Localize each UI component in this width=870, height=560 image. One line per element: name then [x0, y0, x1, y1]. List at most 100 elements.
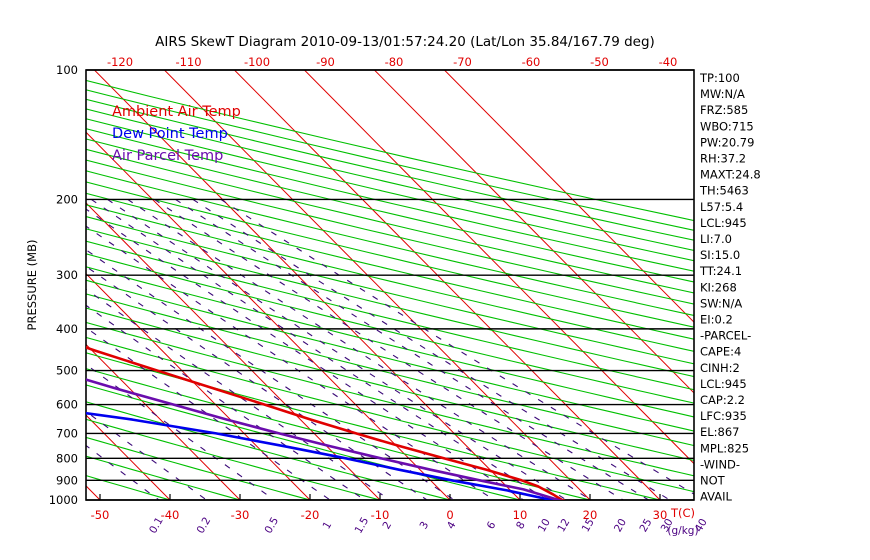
- parameter-readout: TT:24.1: [699, 264, 742, 278]
- parameter-readout: TP:100: [699, 71, 740, 85]
- svg-text:0.2: 0.2: [195, 515, 214, 535]
- svg-text:0.5: 0.5: [262, 515, 281, 535]
- parameter-readout: FRZ:585: [700, 103, 748, 117]
- parameter-readout: KI:268: [700, 280, 737, 294]
- svg-text:1.5: 1.5: [353, 515, 372, 535]
- dry-adiabat: [86, 455, 241, 500]
- dry-adiabat: [86, 228, 694, 378]
- svg-text:12: 12: [555, 517, 572, 535]
- dry-adiabat: [86, 128, 694, 272]
- dry-adiabat: [86, 436, 311, 500]
- dry-adiabat: [86, 159, 694, 305]
- parameter-readout: PW:20.79: [700, 135, 754, 149]
- mixing-ratio-tick-label: 0.2: [195, 515, 214, 535]
- mixing-ratio-tick-label: 0.5: [262, 515, 281, 535]
- parameter-readout: NOT: [700, 474, 726, 488]
- mixing-ratio-line: [86, 208, 524, 500]
- mixing-ratio-tick-label: 3: [418, 520, 432, 532]
- pressure-tick-label: 500: [56, 364, 78, 378]
- svg-text:25: 25: [637, 517, 654, 535]
- pressure-tick-label: 100: [56, 63, 78, 77]
- svg-text:30: 30: [659, 517, 676, 535]
- parameter-readout: SW:N/A: [700, 296, 742, 310]
- data-curves: [86, 346, 566, 500]
- pressure-tick-label: 600: [56, 398, 78, 412]
- parameter-readout: RH:37.2: [700, 152, 746, 166]
- isotherm: [86, 202, 381, 500]
- dry-adiabat: [86, 321, 694, 477]
- bottom-temp-tick-label: 10: [513, 508, 528, 522]
- dry-adiabat: [86, 307, 694, 462]
- dry-adiabat: [86, 384, 521, 500]
- svg-text:8: 8: [514, 520, 528, 532]
- mixing-ratio-tick-label: 20: [612, 517, 629, 535]
- svg-text:2: 2: [380, 520, 394, 532]
- parameter-readout: EL:867: [700, 425, 740, 439]
- pressure-tick-label: 400: [56, 322, 78, 336]
- series-ambient-air-temp: [86, 346, 566, 500]
- isotherm: [86, 485, 101, 500]
- isotherm: [86, 131, 451, 500]
- mixing-ratio-tick-label: 1: [321, 520, 335, 532]
- parameter-readout: CAP:2.2: [700, 393, 745, 407]
- top-temp-tick-label: -40: [659, 55, 678, 69]
- parameter-readout: LFC:935: [700, 409, 747, 423]
- top-temp-tick-label: -80: [385, 55, 404, 69]
- parameter-readout: LCL:945: [700, 377, 747, 391]
- top-temp-tick-label: -70: [453, 55, 472, 69]
- mixing-ratio-tick-label: 40: [693, 517, 710, 535]
- dry-adiabat: [86, 204, 694, 352]
- svg-text:6: 6: [485, 519, 499, 531]
- pressure-tick-label: 700: [56, 426, 78, 440]
- svg-text:10: 10: [536, 517, 553, 535]
- page-title: AIRS SkewT Diagram 2010-09-13/01:57:24.2…: [155, 34, 655, 50]
- mixing-ratio-tick-label: 12: [555, 517, 572, 535]
- bottom-temp-tick-label: 30: [653, 508, 668, 522]
- top-temp-tick-label: -120: [107, 55, 133, 69]
- mixing-ratio-line: [86, 444, 160, 500]
- parameter-readout: AVAIL: [700, 490, 733, 504]
- bottom-temp-tick-label: -30: [231, 508, 250, 522]
- mixing-ratio-tick-label: 8: [514, 520, 528, 532]
- isotherm: [86, 414, 171, 500]
- mixing-ratio-line: [107, 198, 567, 500]
- bottom-temp-tick-label: -10: [371, 508, 390, 522]
- dry-adiabat: [86, 253, 694, 404]
- top-temp-tick-label: -100: [244, 55, 270, 69]
- bottom-temp-tick-label: 20: [583, 508, 598, 522]
- top-temp-tick-label: -60: [522, 55, 541, 69]
- parameter-readout: -PARCEL-: [700, 329, 751, 343]
- isotherm: [304, 70, 694, 465]
- mixing-ratio-line: [154, 198, 624, 500]
- mixing-ratio-line: [86, 304, 365, 500]
- isotherm: [86, 272, 311, 500]
- bottom-temp-tick-label: -20: [301, 508, 320, 522]
- top-temp-tick-label: -110: [175, 55, 201, 69]
- mixing-ratio-line: [86, 265, 428, 500]
- dry-adiabat: [86, 279, 694, 432]
- series-dew-point-temp: [86, 411, 558, 500]
- pressure-tick-label: 300: [56, 268, 78, 282]
- dry-adiabat: [86, 266, 694, 418]
- svg-text:20: 20: [612, 517, 629, 535]
- dry-adiabat: [86, 118, 694, 262]
- pressure-tick-label: 900: [56, 473, 78, 487]
- isotherm: [374, 70, 694, 394]
- temp-axis-unit-label: T(C): [670, 506, 695, 520]
- isotherm: [86, 343, 241, 500]
- parameter-readout: L57:5.4: [700, 200, 743, 214]
- bottom-temp-tick-label: -50: [91, 508, 110, 522]
- parameter-readout: MPL:825: [700, 441, 749, 455]
- svg-text:40: 40: [693, 517, 710, 535]
- mixing-ratio-line: [192, 198, 671, 500]
- parameter-readout: EI:0.2: [700, 313, 733, 327]
- legend-item-3: Air Parcel Temp: [112, 148, 223, 164]
- mixing-ratio-line: [90, 198, 548, 500]
- dry-adiabat: [86, 418, 381, 500]
- parameter-readout: WBO:715: [700, 119, 754, 133]
- parameter-readout: LI:7.0: [700, 232, 732, 246]
- dry-adiabat: [86, 352, 661, 500]
- pressure-axis-label: PRESSURE (MB): [25, 240, 39, 331]
- dry-adiabat: [86, 401, 451, 500]
